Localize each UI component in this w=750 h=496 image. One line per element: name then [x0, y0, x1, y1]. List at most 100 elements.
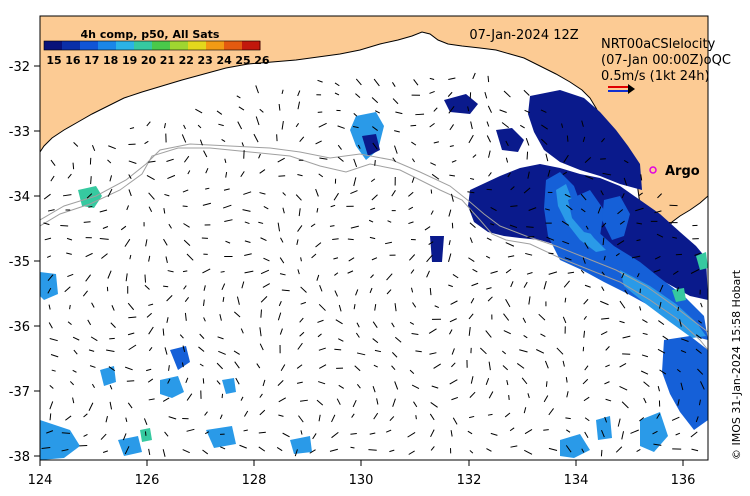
current-vector: [510, 205, 518, 207]
current-vector: [338, 338, 344, 342]
current-vector: [604, 416, 608, 423]
current-vector: [294, 449, 298, 457]
current-vector: [203, 285, 206, 291]
current-vector: [471, 282, 479, 287]
current-vector: [621, 193, 625, 199]
current-vector: [411, 384, 420, 389]
current-vector: [567, 271, 575, 274]
current-vector: [100, 433, 107, 440]
current-vector: [392, 98, 399, 105]
current-vector: [49, 384, 54, 389]
current-vector: [73, 142, 79, 147]
current-vector: [600, 449, 603, 457]
current-vector: [392, 157, 396, 163]
current-vector: [91, 302, 95, 308]
current-vector: [643, 397, 647, 404]
current-vector: [636, 239, 641, 242]
bathymetry-contours: [40, 143, 708, 351]
current-vector: [181, 134, 187, 143]
current-vector: [409, 254, 416, 261]
current-vector: [488, 361, 491, 371]
colorbar-tick-label: 24: [216, 54, 232, 67]
current-vector: [565, 377, 568, 383]
current-vector: [469, 237, 473, 244]
current-vector: [642, 332, 648, 335]
current-vector: [298, 415, 304, 423]
current-vector: [244, 253, 252, 256]
colorbar-tick-label: 22: [179, 54, 194, 67]
current-vector: [168, 365, 170, 371]
current-vector: [297, 225, 303, 232]
current-vector: [408, 191, 414, 197]
current-vector: [50, 353, 59, 358]
current-vector: [584, 156, 592, 163]
current-vector: [109, 337, 115, 340]
current-vector: [218, 350, 226, 355]
current-vector: [580, 208, 586, 213]
current-vector: [698, 399, 701, 406]
current-vector: [166, 295, 173, 302]
current-vector: [448, 209, 452, 217]
current-vector: [601, 430, 605, 438]
current-vector: [370, 207, 376, 211]
current-vector: [168, 223, 172, 229]
current-vector: [300, 399, 308, 402]
colorbar-title: 4h comp, p50, All Sats: [81, 28, 220, 41]
current-vector: [565, 204, 573, 211]
current-vector: [318, 173, 324, 178]
colorbar-tick-label: 18: [103, 54, 118, 67]
current-vector: [449, 329, 453, 335]
current-vector: [507, 255, 515, 258]
y-tick-label: -38: [9, 450, 30, 465]
colorbar-swatch: [116, 41, 135, 50]
current-vector: [316, 207, 319, 213]
current-vector: [448, 105, 455, 114]
current-vector: [638, 192, 643, 196]
current-vector: [536, 349, 545, 354]
current-vector: [544, 208, 550, 211]
sst-colorbar: 4h comp, p50, All Sats 15 16 17 18 19 20 21 22 2…: [43, 28, 270, 67]
current-vector: [394, 130, 400, 133]
current-vector: [510, 445, 518, 448]
current-vector: [315, 140, 322, 145]
current-vector: [519, 349, 528, 353]
current-vector: [631, 255, 641, 259]
current-vector: [127, 402, 133, 409]
current-vector: [371, 257, 378, 261]
current-vector: [239, 444, 247, 449]
current-vector: [72, 397, 75, 404]
current-vector: [369, 236, 376, 240]
current-vector: [617, 240, 625, 246]
current-vector: [101, 253, 108, 259]
current-vector: [238, 106, 245, 111]
current-vector: [144, 284, 150, 290]
current-vector: [350, 433, 357, 435]
current-vector: [221, 138, 226, 142]
current-vector: [66, 252, 72, 255]
current-vector: [348, 257, 355, 262]
current-vector: [51, 369, 56, 372]
current-vector: [85, 252, 93, 258]
current-vector: [543, 429, 549, 431]
current-vector: [540, 138, 548, 145]
current-vector: [528, 296, 531, 305]
current-vector: [524, 429, 533, 435]
current-vector: [355, 289, 359, 296]
current-vector: [656, 233, 664, 238]
current-vector: [603, 255, 606, 261]
current-vector: [352, 400, 357, 408]
current-vector: [582, 378, 589, 385]
current-vector: [433, 107, 438, 112]
current-vector: [337, 144, 342, 150]
current-vector: [564, 257, 572, 261]
argo-float: Argo: [649, 164, 700, 179]
current-vector: [636, 273, 640, 278]
colorbar-tick-label: 21: [160, 54, 175, 67]
current-vector: [411, 158, 415, 163]
current-vector: [412, 302, 417, 308]
current-vector: [318, 122, 327, 128]
legend-line-3: 0.5m/s (1kt 24h): [601, 69, 710, 84]
current-vector: [654, 210, 662, 214]
current-vector: [395, 111, 403, 115]
current-vector: [584, 284, 591, 288]
